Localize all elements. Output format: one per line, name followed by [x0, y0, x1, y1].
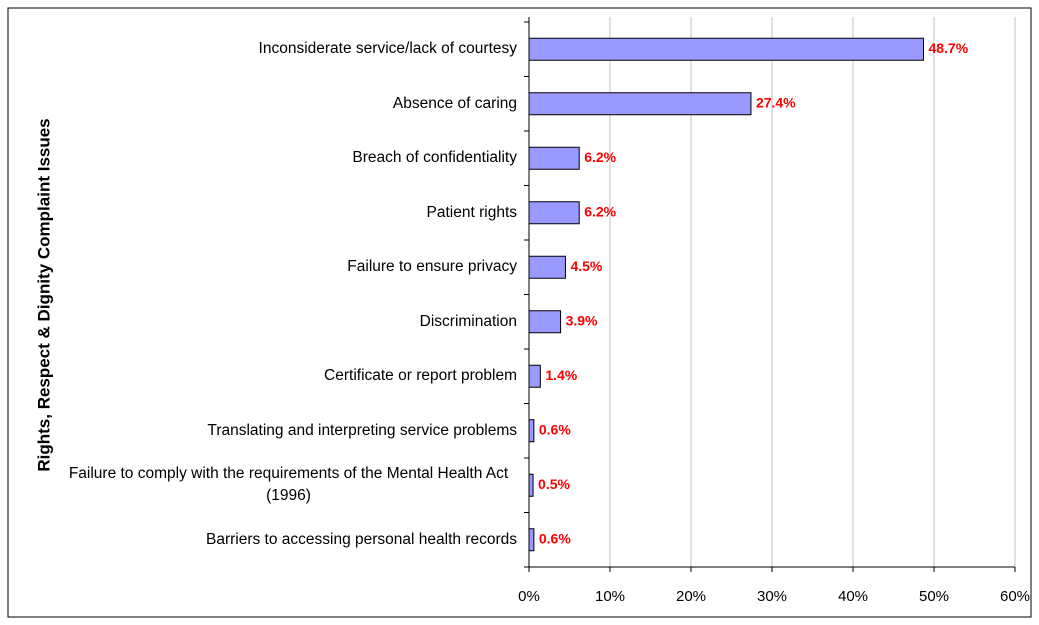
category-row: Breach of confidentiality	[60, 133, 517, 183]
x-tick-label: 30%	[757, 588, 787, 605]
bar	[528, 528, 535, 552]
bar	[528, 419, 535, 443]
y-tick-label: Failure to ensure privacy	[347, 258, 517, 276]
bar	[528, 364, 541, 388]
category-row: Certificate or report problem	[60, 351, 517, 401]
category-row: Translating and interpreting service pro…	[60, 406, 517, 456]
bar	[528, 201, 580, 225]
x-tick-label: 10%	[595, 588, 625, 605]
value-label: 0.6%	[539, 530, 571, 546]
y-tick-label: Translating and interpreting service pro…	[207, 421, 517, 439]
y-tick-label: Absence of caring	[392, 94, 517, 112]
x-tick-label: 60%	[1000, 588, 1030, 605]
chart-frame	[7, 7, 1032, 618]
bar	[528, 37, 924, 61]
value-label: 48.7%	[928, 40, 968, 56]
bar	[528, 255, 566, 279]
category-row: Barriers to accessing personal health re…	[60, 515, 517, 565]
bar	[528, 92, 752, 116]
bar	[528, 473, 534, 497]
x-tick-label: 20%	[676, 588, 706, 605]
category-row: Discrimination	[60, 297, 517, 347]
value-label: 27.4%	[756, 94, 796, 110]
category-row: Absence of caring	[60, 79, 517, 129]
x-tick-label: 40%	[838, 588, 868, 605]
x-tick-label: 0%	[518, 588, 540, 605]
y-tick-label: Barriers to accessing personal health re…	[205, 530, 517, 548]
y-tick-label: Failure to comply with the requirements …	[68, 465, 509, 505]
bar	[528, 146, 580, 170]
category-row: Failure to comply with the requirements …	[60, 460, 517, 510]
y-tick-label: Inconsiderate service/lack of courtesy	[258, 40, 517, 58]
value-label: 3.9%	[566, 312, 598, 328]
category-row: Inconsiderate service/lack of courtesy	[60, 24, 517, 74]
y-tick-label: Breach of confidentiality	[352, 149, 517, 167]
category-row: Failure to ensure privacy	[60, 242, 517, 292]
value-label: 6.2%	[584, 149, 616, 165]
value-label: 0.5%	[538, 476, 570, 492]
y-tick-label: Patient rights	[426, 203, 517, 221]
value-label: 6.2%	[584, 203, 616, 219]
x-tick-label: 50%	[919, 588, 949, 605]
category-row: Patient rights	[60, 188, 517, 238]
bar	[528, 310, 562, 334]
y-axis-title: Rights, Respect & Dignity Complaint Issu…	[34, 118, 53, 471]
value-label: 0.6%	[539, 421, 571, 437]
value-label: 4.5%	[570, 258, 602, 274]
value-label: 1.4%	[545, 367, 577, 383]
y-tick-label: Discrimination	[419, 312, 517, 330]
y-tick-label: Certificate or report problem	[324, 367, 517, 385]
